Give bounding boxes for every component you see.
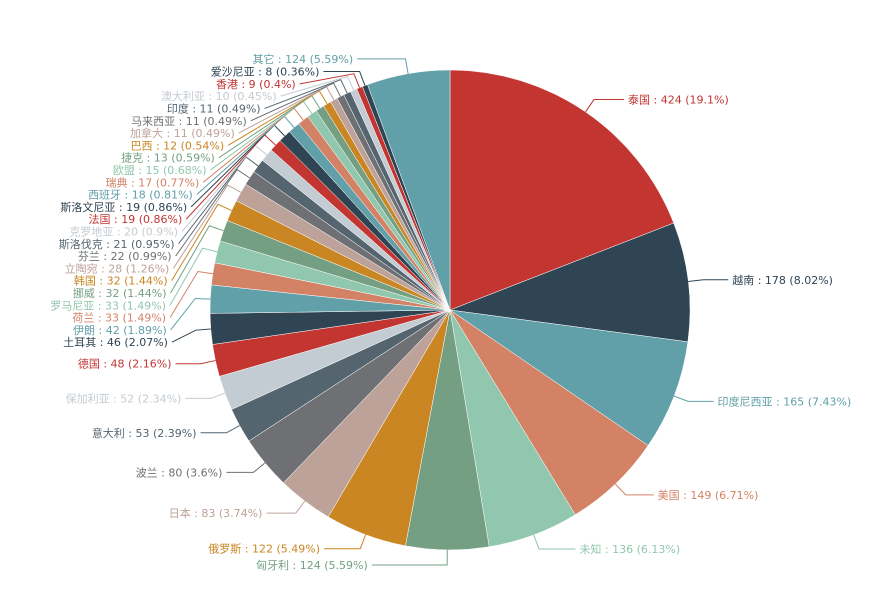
slice-label-31: 印度 : 11 (0.49%) [167, 101, 261, 115]
slice-label-26: 欧盟 : 15 (0.68%) [113, 164, 207, 177]
slice-label-19: 芬兰 : 22 (0.99%) [78, 250, 172, 263]
slice-label-0: 泰国 : 424 (19.1%) [628, 93, 729, 107]
label-line-2 [673, 395, 714, 402]
label-line-35 [357, 58, 409, 74]
pie-slice-2[interactable] [449, 309, 689, 446]
label-line-34 [323, 71, 366, 86]
label-line-14 [169, 270, 213, 318]
slice-label-24: 西班牙 : 18 (0.81%) [88, 189, 193, 202]
label-line-33 [299, 73, 361, 88]
label-line-31 [264, 78, 348, 109]
label-line-11 [175, 360, 216, 365]
label-line-0 [585, 99, 625, 113]
label-line-8 [226, 462, 266, 473]
slice-label-5: 匈牙利 : 124 (5.59%) [256, 558, 368, 572]
slice-label-3: 美国 : 149 (6.71%) [658, 489, 759, 502]
slice-label-17: 韩国 : 32 (1.44%) [74, 274, 168, 288]
pie-slice-0[interactable] [449, 69, 675, 311]
label-line-18 [172, 184, 242, 269]
slice-label-33: 香港 : 9 (0.4%) [216, 78, 296, 91]
label-line-30 [250, 82, 341, 122]
slice-label-4: 未知 : 136 (6.13%) [579, 542, 680, 556]
label-line-5 [371, 549, 448, 566]
slice-label-21: 克罗地亚 : 20 (0.9%) [69, 225, 178, 238]
label-line-16 [170, 225, 224, 294]
slice-label-28: 巴西 : 12 (0.54%) [130, 139, 224, 152]
slice-label-27: 捷克 : 13 (0.59%) [121, 151, 215, 165]
label-line-7 [266, 500, 306, 514]
slice-label-14: 荷兰 : 33 (1.49%) [72, 312, 166, 325]
label-line-17 [171, 203, 232, 281]
label-line-32 [280, 75, 355, 97]
slice-label-25: 瑞典 : 17 (0.77%) [106, 175, 200, 189]
label-line-15 [169, 247, 218, 306]
slice-label-35: 其它 : 124 (5.59%) [252, 52, 353, 66]
slice-label-15: 罗马尼亚 : 33 (1.49%) [50, 299, 166, 312]
slice-label-10: 保加利亚 : 52 (2.34%) [66, 391, 182, 405]
label-line-19 [175, 168, 250, 257]
slice-label-16: 挪威 : 32 (1.44%) [73, 286, 167, 300]
slice-label-20: 斯洛伐克 : 21 (0.95%) [59, 237, 175, 251]
slice-label-6: 俄罗斯 : 122 (5.49%) [208, 543, 320, 556]
slice-label-34: 爱沙尼亚 : 8 (0.36%) [211, 66, 320, 79]
slice-label-12: 土耳其 : 46 (2.07%) [63, 336, 168, 349]
slice-label-9: 意大利 : 53 (2.39%) [92, 426, 197, 440]
slice-label-30: 马来西亚 : 11 (0.49%) [131, 115, 247, 128]
slice-label-29: 加拿大 : 11 (0.49%) [130, 126, 235, 140]
slice-label-1: 越南 : 178 (8.02%) [732, 273, 833, 287]
label-line-9 [200, 425, 240, 434]
label-line-1 [688, 279, 729, 283]
slice-label-7: 日本 : 83 (3.74%) [169, 506, 263, 520]
slice-label-22: 法国 : 19 (0.86%) [89, 212, 183, 226]
slice-label-18: 立陶宛 : 28 (1.26%) [65, 261, 170, 275]
label-line-3 [614, 483, 654, 496]
slice-label-11: 德国 : 48 (2.16%) [78, 357, 172, 371]
slice-label-2: 印度尼西亚 : 165 (7.43%) [718, 394, 852, 408]
slice-label-13: 伊朗 : 42 (1.89%) [73, 324, 167, 337]
slice-label-23: 斯洛文尼亚 : 19 (0.86%) [60, 200, 187, 214]
slice-label-8: 波兰 : 80 (3.6%) [136, 466, 223, 479]
label-line-6 [323, 534, 367, 550]
slice-label-32: 澳大利亚 : 10 (0.45%) [161, 89, 277, 103]
label-line-13 [170, 297, 211, 331]
label-line-4 [533, 534, 576, 550]
pie-slice-35[interactable] [367, 69, 451, 311]
label-line-12 [171, 328, 211, 343]
label-line-10 [185, 392, 226, 399]
